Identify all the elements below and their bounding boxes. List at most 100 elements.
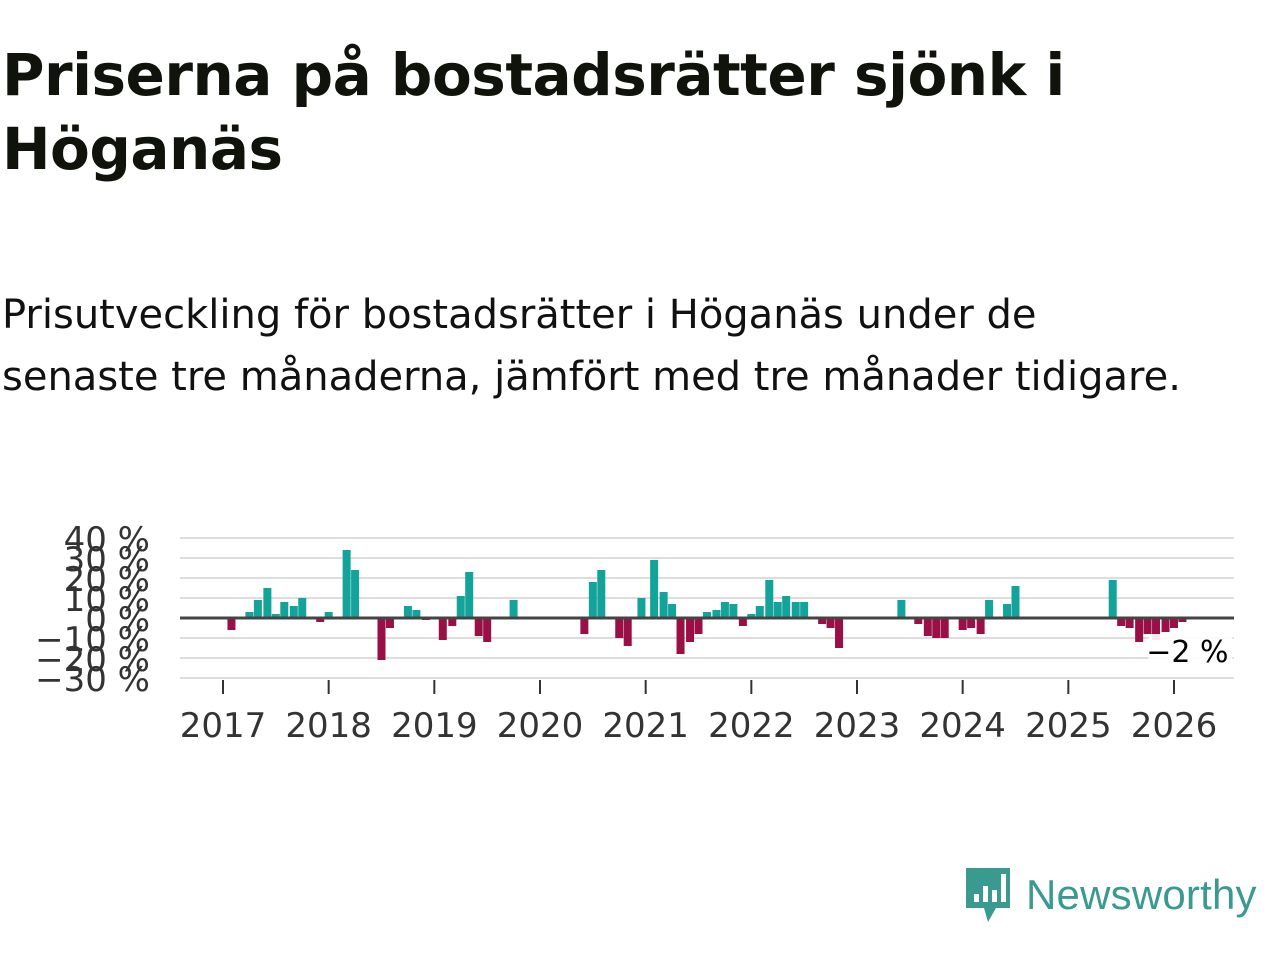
newsworthy-logo: Newsworthy [962, 862, 1257, 928]
bar [650, 560, 659, 618]
bar [263, 588, 272, 618]
y-tick-label: −10 % [35, 620, 150, 660]
y-tick-label: 40 % [64, 520, 150, 560]
bar [729, 604, 738, 618]
bar [702, 612, 711, 618]
y-tick-label: 20 % [64, 560, 150, 600]
bar [800, 602, 809, 618]
newsworthy-logo-icon [966, 868, 1010, 922]
bar [932, 618, 941, 638]
bar [747, 614, 756, 618]
bar [782, 596, 791, 618]
bar [1117, 618, 1126, 626]
y-tick-label: −30 % [35, 660, 150, 700]
bar [465, 572, 474, 618]
bar [826, 618, 835, 628]
y-tick-label: 0 % [85, 600, 150, 640]
bar [765, 580, 774, 618]
axis-layer [180, 616, 1234, 694]
x-tick-label: 2025 [1025, 706, 1112, 746]
last-value-label: −2 % [1146, 635, 1228, 670]
bar [377, 618, 386, 660]
bar [1170, 618, 1178, 628]
bar [694, 618, 703, 634]
bar [686, 618, 695, 642]
x-tick-label: 2018 [285, 706, 372, 746]
label-layer: 40 %30 %20 %10 %0 %−10 %−20 %−30 % 2017 20… [35, 520, 1233, 746]
newsworthy-logo-text: Newsworthy [1026, 871, 1257, 918]
bar [720, 602, 729, 618]
bar [412, 610, 421, 618]
bar [976, 618, 985, 634]
x-tick-label: 2026 [1131, 706, 1218, 746]
bar [1178, 618, 1187, 622]
bar [245, 612, 254, 618]
bar [1152, 618, 1161, 640]
y-tick-label: 10 % [64, 580, 150, 620]
bar [1161, 618, 1170, 632]
bar [985, 600, 994, 618]
x-tick-label: 2023 [814, 706, 901, 746]
bar [1125, 618, 1134, 628]
bar [588, 582, 597, 618]
bar [298, 598, 307, 618]
bar [755, 606, 764, 618]
bar [615, 618, 624, 638]
x-tick-label: 2021 [602, 706, 689, 746]
bar [438, 618, 447, 640]
chart-subtitle: Prisutveckling för bostadsrätter i Högan… [2, 292, 1181, 400]
bar [914, 618, 923, 624]
bar [342, 550, 351, 618]
bar [483, 618, 492, 642]
bar [227, 618, 236, 630]
x-tick-label: 2017 [180, 706, 267, 746]
bar [623, 618, 632, 646]
y-tick-label: 30 % [64, 540, 150, 580]
bar [1108, 580, 1117, 618]
x-tick-label: 2024 [919, 706, 1006, 746]
annotation-background [1148, 634, 1233, 670]
grid-layer [180, 537, 1234, 679]
y-tick-label: −20 % [35, 640, 150, 680]
bar [773, 602, 782, 618]
bar [923, 618, 932, 636]
bar [316, 618, 325, 622]
bar [385, 618, 394, 628]
bar [791, 602, 800, 618]
x-tick-label: 2022 [708, 706, 795, 746]
bar [1003, 604, 1012, 618]
bar [659, 592, 668, 618]
bar [280, 602, 289, 618]
bar [580, 618, 589, 634]
x-tick-label: 2020 [497, 706, 584, 746]
bar [456, 596, 465, 618]
bar [712, 610, 721, 618]
bar [676, 618, 685, 654]
bar [403, 606, 412, 618]
bar [1135, 618, 1144, 642]
bar [271, 614, 280, 618]
bar [351, 570, 360, 618]
bar [637, 598, 646, 618]
chart-title: Priserna på bostadsrätter sjönk i Höganä… [2, 41, 1065, 183]
bar-layer [227, 550, 1187, 660]
bar [1143, 618, 1152, 634]
bar [1011, 586, 1020, 618]
bar [509, 600, 518, 618]
bar-chart: 40 %30 %20 %10 %0 %−10 %−20 %−30 % 2017 20… [35, 520, 1234, 746]
bar [738, 618, 747, 626]
x-tick-label: 2019 [391, 706, 478, 746]
bar [897, 600, 906, 618]
bar [668, 604, 677, 618]
bar [474, 618, 483, 636]
bar [253, 600, 262, 618]
bar [289, 606, 298, 618]
bar [958, 618, 967, 630]
bar [967, 618, 976, 628]
bar [597, 570, 606, 618]
bar [818, 618, 827, 624]
bar [448, 618, 457, 626]
bar [940, 618, 949, 638]
bar [324, 612, 333, 618]
bar [835, 618, 844, 648]
